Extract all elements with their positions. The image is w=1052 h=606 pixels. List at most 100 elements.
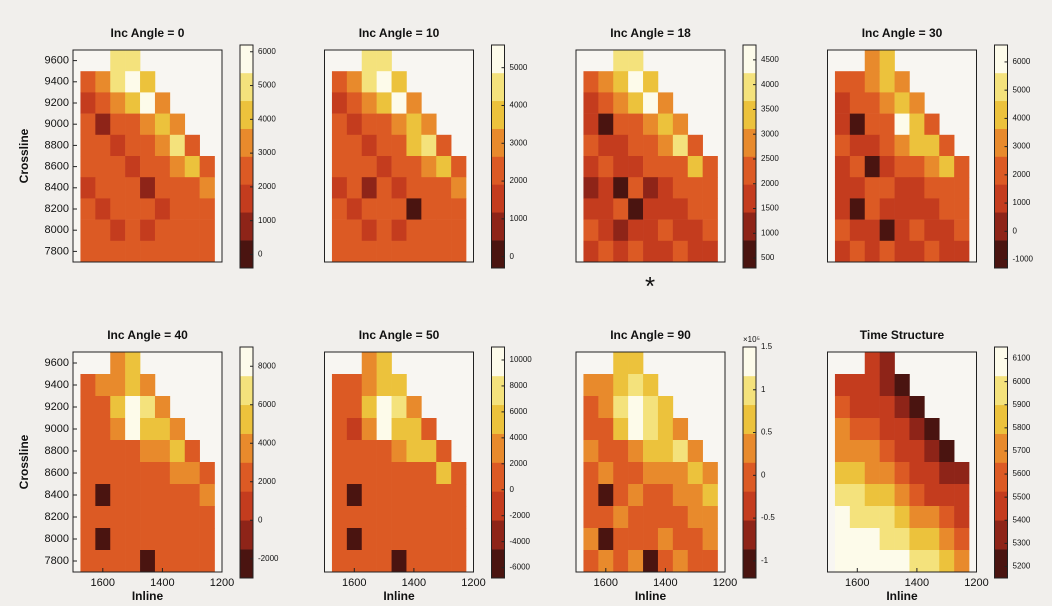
heatmap-cell: [361, 92, 377, 114]
heatmap-cell: [169, 134, 186, 157]
x-axis-label: Inline: [383, 589, 415, 603]
heatmap-cell: [154, 396, 171, 419]
heatmap-cell: [436, 240, 452, 263]
heatmap-cell: [924, 528, 940, 551]
heatmap-cell: [939, 484, 955, 507]
heatmap-cell: [643, 156, 659, 178]
heatmap-cell: [80, 71, 96, 93]
heatmap-cell: [406, 550, 422, 573]
heatmap-cell: [834, 71, 851, 93]
heatmap-cell: [361, 484, 377, 507]
heatmap-cell: [643, 240, 659, 263]
colorbar-band: [491, 128, 505, 157]
heatmap-cell: [657, 134, 674, 157]
heatmap-cell: [583, 440, 599, 463]
heatmap-cell: [598, 396, 614, 419]
colorbar-band: [240, 128, 253, 157]
heatmap-cell: [583, 418, 599, 441]
heatmap-cell: [346, 418, 363, 441]
colorbar-band: [743, 184, 756, 213]
heatmap-cell: [849, 219, 866, 242]
heatmap-cell: [376, 71, 392, 93]
heatmap-cell: [331, 113, 348, 136]
heatmap-cell: [406, 528, 422, 551]
heatmap-cell: [834, 484, 851, 507]
heatmap-cell: [687, 528, 703, 551]
heatmap-cell: [834, 418, 851, 441]
heatmap-cell: [421, 418, 437, 441]
colorbar-tick-label: 5400: [1013, 515, 1031, 524]
heatmap-cell: [331, 374, 348, 397]
heatmap-cell: [849, 134, 866, 157]
heatmap-cell: [849, 462, 866, 485]
heatmap-cell: [80, 198, 96, 220]
heatmap-cell: [140, 484, 156, 507]
heatmap-cell: [169, 156, 186, 178]
heatmap-cell: [643, 177, 659, 199]
heatmap-cell: [834, 134, 851, 157]
heatmap-cell: [110, 418, 126, 441]
colorbar-tick-label: -2000: [258, 554, 279, 563]
colorbar-band: [491, 45, 505, 74]
heatmap-cell: [613, 240, 629, 263]
heatmap-cell: [391, 219, 407, 242]
panel-title: Inc Angle = 30: [862, 26, 943, 40]
heatmap-cell: [834, 506, 851, 529]
heatmap-cell: [169, 219, 186, 242]
colorbar-tick-label: 1: [761, 385, 766, 394]
colorbar-tick-label: 0: [1013, 226, 1018, 235]
heatmap-cell: [154, 528, 171, 551]
heatmap-cell: [421, 113, 437, 136]
heatmap-cell: [376, 506, 392, 529]
colorbar-tick-label: 1500: [761, 204, 779, 213]
heatmap-cell: [702, 506, 718, 529]
heatmap-cell: [894, 92, 910, 114]
heatmap-cell: [406, 506, 422, 529]
heatmap-cell: [154, 156, 171, 178]
colorbar-tick-label: 8000: [510, 381, 528, 390]
heatmap-cell: [80, 484, 96, 507]
heatmap-cell: [154, 418, 171, 441]
heatmap-cell: [140, 198, 156, 220]
heatmap-cell: [331, 240, 348, 263]
heatmap-cell: [583, 92, 599, 114]
x-tick-label: 1600: [594, 577, 618, 589]
y-tick-label: 7800: [45, 245, 69, 257]
heatmap-cell: [184, 134, 200, 157]
heatmap-cell: [879, 71, 895, 93]
heatmap-cell: [613, 374, 629, 397]
heatmap-cell: [909, 219, 925, 242]
heatmap-cell: [154, 462, 171, 485]
colorbar-tick-label: -1: [761, 556, 769, 565]
heatmap-cell: [391, 198, 407, 220]
colorbar-band: [491, 433, 505, 463]
x-tick-label: 1600: [845, 577, 869, 589]
heatmap-cell: [879, 240, 895, 263]
heatmap-cell: [169, 177, 186, 199]
heatmap-cell: [125, 113, 141, 136]
heatmap-cell: [879, 462, 895, 485]
heatmap-cell: [894, 71, 910, 93]
heatmap-cell: [657, 240, 674, 263]
heatmap-cell: [346, 240, 363, 263]
panel-title: Inc Angle = 0: [111, 26, 185, 40]
heatmap-cell: [451, 198, 467, 220]
heatmap-cell: [376, 462, 392, 485]
heatmap-cell: [346, 219, 363, 242]
heatmap-cell: [110, 352, 126, 375]
colorbar-tick-label: 6000: [1013, 377, 1031, 386]
heatmap-cell: [361, 134, 377, 157]
colorbar-tick-label: 3000: [761, 129, 779, 138]
heatmap-cell: [184, 177, 200, 199]
heatmap-cell: [80, 177, 96, 199]
colorbar-band: [743, 404, 756, 434]
heatmap-cell: [672, 113, 689, 136]
heatmap-cell: [628, 506, 644, 529]
colorbar-band: [240, 240, 253, 269]
colorbar-tick-label: 5300: [1013, 538, 1031, 547]
heatmap-cell: [406, 156, 422, 178]
colorbar-band: [994, 433, 1008, 463]
colorbar-band: [994, 156, 1008, 185]
colorbar-band: [491, 212, 505, 241]
heatmap-cell: [894, 219, 910, 242]
